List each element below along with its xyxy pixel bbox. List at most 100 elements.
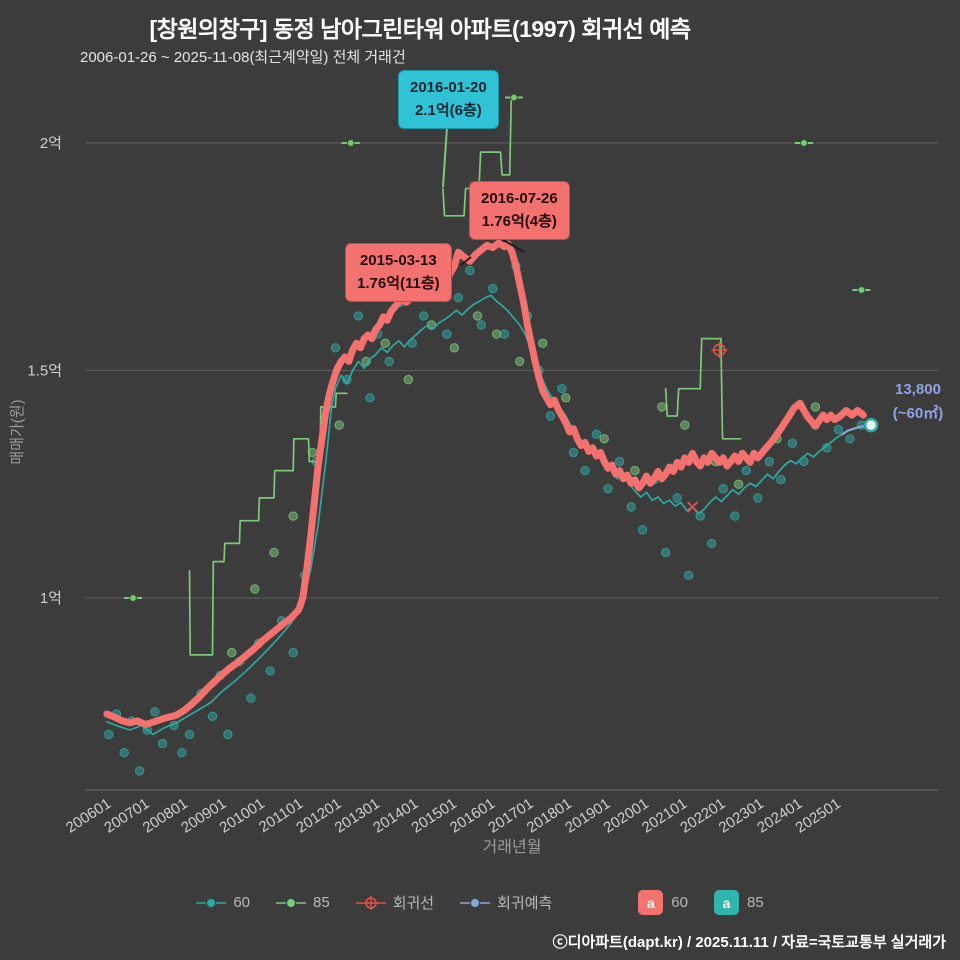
scatter-dot <box>591 429 602 439</box>
scatter-dot <box>515 356 525 367</box>
type-badge-85[interactable]: a 85 <box>713 890 764 915</box>
x-marker <box>686 501 699 513</box>
dash-marker-dot <box>799 139 808 147</box>
dash-marker-dot <box>857 286 866 294</box>
type-badge-label: 60 <box>671 894 688 911</box>
scatter-dot <box>718 484 728 494</box>
scatter-dot <box>207 711 218 721</box>
scatter-dot <box>269 547 279 558</box>
x-tick-labels: 2006012007012008012009012010012011012012… <box>63 795 844 837</box>
x-tick-label: 202501 <box>793 795 844 837</box>
legend-marker-회귀예측-icon <box>460 897 491 908</box>
prediction-label: 13,800 (~60㎡) <box>880 378 956 426</box>
legend-item-85[interactable]: 85 <box>276 894 330 911</box>
scatter-dot <box>733 479 744 489</box>
annotation-date: 2015-03-13 <box>359 252 437 269</box>
series-line <box>442 96 515 217</box>
scatter-dot <box>845 434 855 444</box>
scatter-dot <box>250 584 260 594</box>
scatter-dot <box>223 729 233 740</box>
special-markers <box>124 93 879 602</box>
y-axis-title: 매매가(원) <box>9 399 26 464</box>
scatter-dot <box>568 447 579 458</box>
scatter-dot <box>637 525 648 535</box>
scatter-dot <box>265 666 275 676</box>
annotation-price: 1.76억(11층) <box>357 275 440 293</box>
legend-label: 85 <box>313 894 330 911</box>
scatter-dot <box>330 343 341 353</box>
annotation-price: 1.76억(4층) <box>481 213 557 231</box>
scatter-dot <box>449 343 460 353</box>
scatter-dot <box>626 502 636 512</box>
scatter-dot <box>380 338 390 348</box>
legend-marker-60-icon <box>196 897 227 908</box>
scatter-dot <box>764 456 774 467</box>
legend-item-60[interactable]: 60 <box>196 894 250 911</box>
legend-label: 회귀선 <box>392 895 435 912</box>
scatter-dot <box>833 424 844 435</box>
scatter-dot <box>557 384 567 394</box>
scatter-dot <box>630 465 640 476</box>
y-tick-label: 2억 <box>40 135 62 152</box>
scatter-dot <box>730 511 740 521</box>
scatter-dot <box>603 484 613 494</box>
scatter-dot <box>672 493 682 503</box>
scatter-dot <box>753 493 763 503</box>
page-subtitle: 2006-01-26 ~ 2025-11-08(최근계약일) 전체 거래건 <box>80 49 406 66</box>
scatter-dot <box>419 311 429 321</box>
scatter-dot <box>561 393 571 403</box>
scatter-dot <box>150 707 160 717</box>
scatter-dot <box>488 283 498 294</box>
legend: 60 85 회귀선 회귀예측 a 60 a 85 <box>0 890 960 915</box>
type-badge-box: a <box>638 890 664 915</box>
scatter-dot <box>499 329 510 339</box>
legend-marker-85-icon <box>276 897 306 908</box>
scatter-dot <box>334 420 344 430</box>
scatter-dot <box>538 338 548 348</box>
type-badge-60[interactable]: a 60 <box>638 890 688 915</box>
dash-marker-dot <box>510 93 518 102</box>
dash-marker-dot <box>129 594 137 602</box>
scatter-dot <box>288 511 298 521</box>
series-line <box>103 239 867 728</box>
scatter-dot <box>442 329 452 339</box>
scatter-dot <box>580 465 590 476</box>
scatter-60-거래 <box>104 261 867 776</box>
scatter-dot <box>660 547 671 558</box>
scatter-dot <box>599 434 609 444</box>
annotation-leader <box>499 237 525 253</box>
scatter-dot <box>680 420 690 430</box>
legend-item-회귀선[interactable]: 회귀선 <box>355 892 435 913</box>
prediction-area: (~60㎡) <box>892 405 944 422</box>
scatter-dot <box>157 738 168 749</box>
annotation-leader <box>442 126 448 188</box>
scatter-dot <box>776 475 786 485</box>
scatter-dot <box>246 693 256 703</box>
scatter-dot <box>492 329 502 339</box>
type-badge-box: a <box>713 890 739 915</box>
scatter-dot <box>453 293 463 303</box>
series-회귀선 <box>103 239 867 728</box>
series-60-실거래선 <box>106 294 872 736</box>
legend-item-회귀예측[interactable]: 회귀예측 <box>460 892 552 913</box>
page-title: [창원의창구] 동정 남아그린타워 아파트(1997) 회귀선 예측 <box>149 16 691 42</box>
y-tick-label: 1억 <box>40 590 62 607</box>
scatter-dot <box>787 438 798 448</box>
scatter-dot <box>384 356 394 367</box>
dash-marker-dot <box>346 139 355 147</box>
scatter-dot <box>403 374 414 385</box>
scatter-dot <box>472 311 483 321</box>
legend-label: 60 <box>233 894 250 911</box>
type-badge-label: 85 <box>746 894 764 911</box>
scatter-dot <box>177 748 187 758</box>
series-85-실거래선 <box>188 96 742 656</box>
series-line <box>664 337 742 440</box>
x-tick-label: 201001 <box>217 795 268 837</box>
scatter-dot <box>657 402 667 412</box>
scatter-dot <box>545 411 556 421</box>
scatter-dot <box>104 729 114 740</box>
scatter-dot <box>614 456 625 467</box>
annotation-date: 2016-01-20 <box>410 79 487 96</box>
annotation-price: 2.1억(6층) <box>414 102 482 120</box>
